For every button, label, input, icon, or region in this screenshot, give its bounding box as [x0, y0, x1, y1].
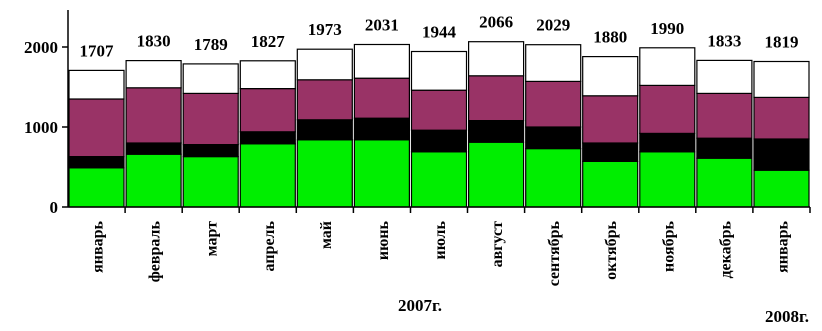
bar-segment-3-3	[182, 92, 239, 146]
bar-segment-3-2	[125, 87, 182, 144]
bar-total-label-13: 1819	[765, 33, 799, 52]
bar-segment-1-10	[582, 160, 639, 208]
x-category-label-12: декабрь	[717, 220, 734, 278]
bar-segment-3-7	[410, 89, 468, 131]
bar-segment-1-5	[296, 139, 353, 208]
bar-segment-1-12	[696, 157, 753, 208]
x-category-label-8: август	[489, 221, 506, 268]
bar-total-label-2: 1830	[137, 32, 171, 51]
bar-total-label-3: 1789	[194, 35, 228, 54]
bar-total-label-8: 2066	[479, 13, 513, 32]
bar-segment-3-4	[239, 87, 296, 133]
bar-segment-3-11	[639, 84, 696, 135]
bar-segment-1-6	[353, 139, 410, 208]
bar-total-label-7: 1944	[422, 23, 457, 42]
bar-total-label-4: 1827	[251, 32, 286, 51]
x-category-label-7: июль	[432, 220, 449, 259]
bar-segment-2-5	[296, 119, 353, 141]
bar-segment-2-3	[182, 144, 239, 158]
bar-segment-1-4	[239, 143, 296, 208]
bar-segment-4-8	[468, 41, 525, 77]
bar-segment-3-12	[696, 92, 753, 139]
bar-segment-2-13	[753, 138, 810, 171]
bar-segment-2-7	[410, 129, 468, 153]
bar-segment-4-1	[68, 69, 125, 100]
y-tick-label-1: 0	[50, 198, 59, 217]
bar-segment-1-2	[125, 153, 182, 208]
bar-segment-2-1	[68, 156, 125, 169]
bar-segment-3-8	[468, 75, 525, 122]
x-category-label-2: февраль	[147, 220, 164, 282]
bar-segment-1-8	[468, 141, 525, 208]
bar-segment-4-13	[753, 60, 810, 99]
bar-segment-3-13	[753, 96, 810, 140]
bar-segment-4-4	[239, 60, 296, 90]
x-category-label-10: октябрь	[603, 220, 620, 279]
x-category-label-6: июнь	[375, 220, 392, 260]
bar-total-label-9: 2029	[536, 16, 570, 35]
bar-segment-1-3	[182, 156, 239, 208]
bar-segment-4-9	[525, 44, 582, 83]
bar-segment-1-7	[410, 151, 468, 208]
bar-segment-4-7	[410, 50, 468, 91]
x-category-label-9: сентябрь	[546, 220, 563, 286]
bar-total-label-12: 1833	[707, 31, 741, 50]
bar-segment-4-5	[296, 48, 353, 81]
bar-segment-1-9	[525, 148, 582, 208]
bar-segment-1-11	[639, 151, 696, 208]
bar-segment-1-1	[68, 167, 125, 208]
bar-segment-3-9	[525, 80, 582, 128]
bar-segment-4-2	[125, 59, 182, 89]
bar-segment-2-4	[239, 131, 296, 145]
bar-segment-1-13	[753, 169, 810, 208]
x-category-label-4: апрель	[261, 220, 278, 271]
bar-segment-4-12	[696, 59, 753, 95]
bar-segment-3-6	[353, 77, 410, 119]
bar-total-label-11: 1990	[650, 19, 684, 38]
x-category-label-5: май	[318, 221, 335, 249]
year-label-2008: 2008г.	[765, 307, 809, 326]
bar-segment-2-6	[353, 117, 410, 141]
year-label-2007: 2007г.	[398, 296, 442, 315]
bar-segment-2-10	[582, 142, 639, 162]
bar-segment-4-3	[182, 63, 239, 95]
bar-segment-2-12	[696, 137, 753, 159]
bar-segment-2-11	[639, 132, 696, 153]
bar-total-label-10: 1880	[593, 28, 627, 47]
bar-segment-3-5	[296, 79, 353, 121]
bar-total-label-6: 2031	[365, 16, 399, 35]
y-tick-label-2: 1000	[24, 118, 58, 137]
bar-total-label-1: 1707	[80, 41, 115, 60]
bar-segment-2-9	[525, 126, 582, 150]
bar-segment-4-10	[582, 55, 639, 97]
bar-segment-2-2	[125, 142, 182, 155]
x-category-label-1: январь	[90, 220, 107, 272]
bar-segment-3-1	[68, 98, 125, 158]
bar-segment-2-8	[468, 119, 525, 143]
x-category-label-11: ноябрь	[660, 220, 677, 271]
x-category-label-3: март	[204, 221, 221, 256]
bar-segment-3-10	[582, 95, 639, 144]
bar-segment-4-11	[639, 47, 696, 86]
y-tick-label-3: 2000	[24, 38, 58, 57]
bar-segment-4-6	[353, 43, 410, 79]
bar-total-label-5: 1973	[308, 20, 342, 39]
x-category-label-13: январь	[775, 220, 792, 272]
